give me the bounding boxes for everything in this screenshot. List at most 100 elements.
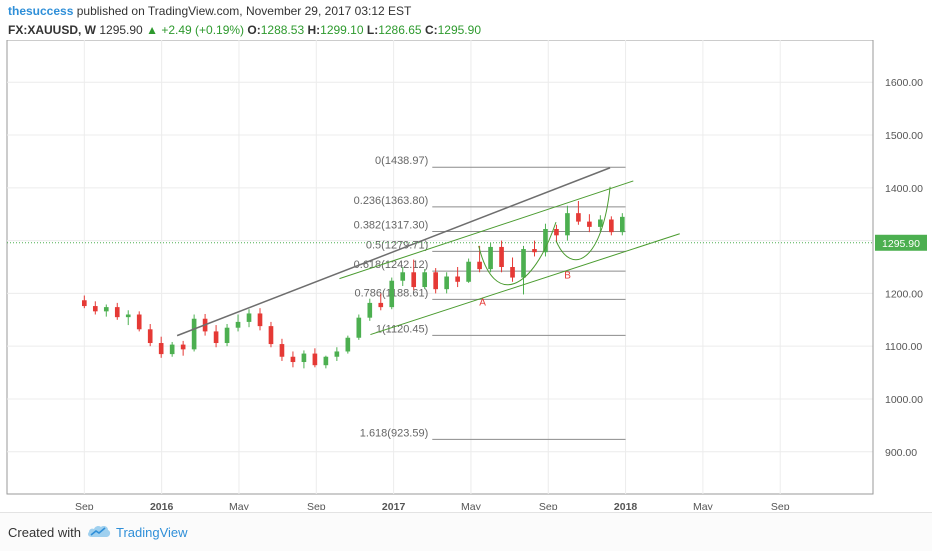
candle-body[interactable] [367, 302, 373, 318]
fib-level-label: 0(1438.97) [375, 155, 428, 167]
candle-body[interactable] [345, 337, 351, 352]
low-label: L: [366, 23, 379, 37]
publish-info: published on TradingView.com, November 2… [76, 4, 412, 18]
candle-body[interactable] [323, 356, 329, 366]
chart-area[interactable]: 900.001000.001100.001200.001300.001400.0… [0, 39, 932, 513]
candle-body[interactable] [312, 353, 318, 366]
green-channel-upper[interactable] [339, 180, 634, 280]
fib-level-label: 0.382(1317.30) [354, 219, 429, 231]
candle-body[interactable] [620, 216, 625, 233]
candle-body[interactable] [180, 344, 186, 350]
candle-body[interactable] [290, 356, 296, 363]
candle-body[interactable] [433, 272, 438, 290]
pattern-label: A [479, 298, 486, 309]
y-tick-label: 1200.00 [885, 288, 923, 300]
symbol-label: FX:XAUUSD, W [8, 23, 96, 37]
green-channel-lower[interactable] [370, 233, 680, 336]
up-triangle-icon: ▲ [146, 23, 158, 37]
candle-body[interactable] [169, 344, 175, 355]
candle-body[interactable] [279, 344, 285, 357]
candle-body[interactable] [114, 307, 120, 318]
candle-body[interactable] [213, 331, 219, 344]
low-value: 1286.65 [378, 23, 422, 37]
candle-body[interactable] [499, 246, 504, 267]
candle-body[interactable] [158, 343, 164, 355]
gray-trendline[interactable] [176, 167, 611, 337]
tradingview-logo-icon [88, 525, 111, 537]
candle-body[interactable] [521, 249, 526, 278]
publish-header: thesuccess published on TradingView.com,… [8, 3, 411, 19]
x-tick-label: 2017 [382, 501, 406, 510]
candle-body[interactable] [609, 219, 614, 233]
open-value: 1288.53 [260, 23, 305, 37]
y-tick-label: 1400.00 [885, 183, 923, 195]
candle-body[interactable] [246, 313, 252, 322]
x-tick-label: Sep [539, 501, 558, 510]
y-tick-label: 1100.00 [885, 341, 922, 353]
x-tick-label: Sep [771, 501, 790, 510]
candle-body[interactable] [389, 280, 395, 308]
cup-pattern-curve[interactable] [478, 186, 611, 286]
candle-body[interactable] [82, 300, 87, 307]
fib-level-label: 0.236(1363.80) [354, 195, 429, 207]
candle-body[interactable] [598, 219, 603, 227]
x-tick-label: May [229, 501, 250, 510]
candle-body[interactable] [224, 327, 230, 344]
candle-body[interactable] [191, 318, 197, 350]
candle-body[interactable] [356, 317, 362, 338]
x-tick-label: May [693, 501, 714, 510]
y-tick-label: 1000.00 [885, 394, 923, 406]
candle-body[interactable] [455, 276, 460, 282]
created-with-text: Created with [8, 525, 81, 540]
candle-body[interactable] [576, 213, 581, 222]
y-tick-label: 900.00 [885, 447, 917, 459]
last-price-label: 1295.90 [882, 238, 920, 250]
candle-body[interactable] [235, 321, 241, 328]
fib-level-label: 0.618(1242.12) [354, 259, 429, 271]
candle-body[interactable] [532, 249, 537, 253]
candle-body[interactable] [466, 261, 471, 282]
high-value: 1299.10 [320, 23, 364, 37]
candle-body[interactable] [103, 307, 109, 312]
candle-body[interactable] [92, 306, 98, 312]
ohlc-legend: FX:XAUUSD, W 1295.90 ▲ +2.49 (+0.19%) O:… [8, 22, 481, 38]
fib-level-label: 1.618(923.59) [360, 427, 429, 439]
pattern-label: B [564, 270, 571, 281]
high-label: H: [307, 23, 321, 37]
candle-body[interactable] [301, 353, 307, 363]
price-chart[interactable]: 900.001000.001100.001200.001300.001400.0… [0, 39, 932, 513]
author-name[interactable]: thesuccess [8, 4, 74, 18]
x-tick-label: May [461, 501, 482, 510]
open-label: O: [247, 23, 261, 37]
candle-body[interactable] [488, 246, 493, 270]
candle-body[interactable] [257, 313, 263, 327]
candle-body[interactable] [334, 351, 340, 357]
tradingview-link[interactable]: TradingView [116, 525, 188, 540]
candle-body[interactable] [400, 272, 406, 281]
last-price: 1295.90 [99, 23, 143, 37]
candle-body[interactable] [125, 314, 131, 318]
candle-body[interactable] [510, 267, 515, 278]
last-price-badge [875, 234, 927, 251]
fib-level-label: 1(1120.45) [376, 323, 428, 335]
candle-body[interactable] [378, 302, 384, 308]
candle-body[interactable] [554, 228, 559, 236]
plot-frame [6, 39, 874, 495]
candle-body[interactable] [543, 228, 548, 253]
candle-body[interactable] [136, 314, 142, 330]
price-change: +2.49 (+0.19%) [161, 23, 245, 37]
candle-body[interactable] [411, 272, 417, 288]
candle-body[interactable] [268, 326, 274, 345]
close-value: 1295.90 [437, 23, 481, 37]
candle-body[interactable] [587, 221, 592, 227]
x-tick-label: Sep [307, 501, 326, 510]
footer: Created with TradingView [0, 512, 932, 551]
close-label: C: [424, 23, 438, 37]
candle-body[interactable] [565, 213, 570, 236]
y-tick-label: 1600.00 [885, 77, 923, 89]
x-tick-label: Sep [75, 501, 94, 510]
candle-body[interactable] [422, 272, 428, 288]
candle-body[interactable] [477, 261, 482, 270]
candle-body[interactable] [444, 276, 449, 290]
candle-body[interactable] [147, 329, 153, 344]
